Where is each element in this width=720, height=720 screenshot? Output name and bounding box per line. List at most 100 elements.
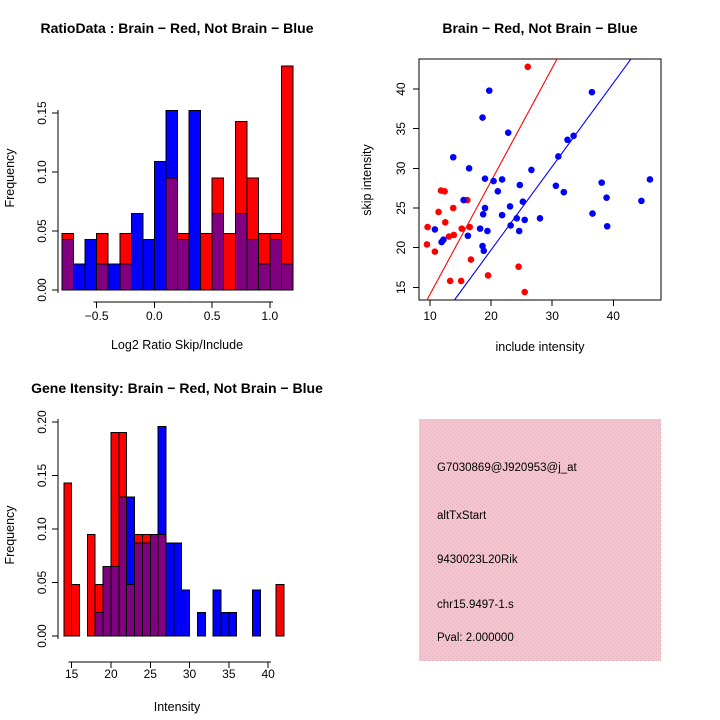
- info-probe-id: G7030869@J920953@j_at: [437, 462, 578, 474]
- hist-bar-red: [275, 584, 285, 637]
- scatter-point-blue: [440, 236, 447, 244]
- hist-bar-overlap: [157, 533, 167, 637]
- x-tick-label: 15: [65, 667, 79, 681]
- scatter-point-red: [484, 272, 492, 279]
- scatter-point-red: [458, 225, 466, 232]
- gene-hist-plot-area: 15 20 25 30 35 40 0.00 0.05 0.10 0.15 0.20: [35, 410, 285, 681]
- scatter-point-blue: [494, 188, 502, 195]
- hist-bar-blue: [173, 542, 183, 637]
- x-tick-label: 20: [104, 667, 118, 681]
- x-tick-label: 0.0: [146, 309, 163, 323]
- hist-bar-blue: [251, 589, 261, 637]
- hist-bar-overlap: [96, 263, 109, 291]
- scatter-point-blue: [564, 136, 571, 144]
- scatter-xlabel: include intensity: [496, 340, 586, 354]
- scatter-point-blue: [519, 198, 527, 205]
- info-chromosome-location: chr15.9497-1.s: [437, 599, 514, 611]
- hist-bar-red: [280, 65, 294, 291]
- ratio-hist-xlabel: Log2 Ratio Skip/Include: [111, 338, 243, 352]
- hist-bar-blue: [153, 160, 167, 291]
- scatter-point-red: [423, 241, 431, 248]
- hist-bar-blue: [130, 212, 144, 291]
- scatter-point-red: [467, 256, 475, 263]
- scatter-point-red: [446, 277, 454, 285]
- gene-hist-title: Gene Itensity: Brain − Red, Not Brain − …: [31, 380, 323, 396]
- x-tick-label: 20: [484, 309, 498, 323]
- scatter-point-blue: [570, 132, 577, 140]
- hist-bar-blue: [165, 542, 175, 637]
- scatter-point-blue: [484, 227, 491, 235]
- info-event-type: altTxStart: [437, 510, 487, 522]
- scatter-point-red: [449, 204, 457, 212]
- x-tick-label: 40: [261, 667, 275, 681]
- scatter-point-blue: [528, 166, 535, 174]
- gene-hist-xlabel: Intensity: [154, 700, 201, 714]
- scatter-point-blue: [498, 176, 506, 183]
- scatter-point-blue: [646, 176, 654, 183]
- hist-bar-overlap: [234, 212, 248, 291]
- ratio-hist-ylabel: Frequency: [3, 148, 17, 208]
- scatter-point-blue: [560, 188, 568, 196]
- scatter-point-blue: [449, 153, 457, 161]
- hist-bar-overlap: [211, 212, 225, 291]
- scatter-point-blue: [504, 129, 512, 136]
- scatter-title: Brain − Red, Not Brain − Blue: [442, 20, 637, 36]
- scatter-point-blue: [603, 194, 610, 201]
- info-pval: Pval: 2.000000: [437, 632, 514, 644]
- scatter-point-red: [441, 218, 449, 226]
- scatter-point-red: [424, 223, 431, 231]
- x-tick-label: 10: [423, 309, 437, 323]
- scatter-point-blue: [515, 227, 523, 235]
- gene-hist-ylabel: Frequency: [3, 505, 17, 565]
- scatter-point-blue: [465, 165, 473, 172]
- x-tick-label: −0.5: [85, 309, 109, 323]
- hist-bar-blue: [196, 611, 206, 637]
- hist-bar-overlap: [177, 238, 190, 291]
- scatter-point-blue: [479, 114, 486, 121]
- hist-bar-overlap: [141, 542, 151, 637]
- y-tick-label: 0.00: [35, 278, 49, 302]
- scatter-point-blue: [431, 226, 439, 233]
- y-tick-label: 0.20: [35, 410, 49, 434]
- panel-ratio-histogram: RatioData : Brain − Red, Not Brain − Blu…: [3, 20, 314, 352]
- hist-bar-red: [86, 533, 96, 637]
- ratio-hist-plot-area: −0.5 0.0 0.5 1.0 0.00 0.05 0.10 0.15: [35, 65, 294, 323]
- scatter-point-red: [466, 223, 474, 231]
- x-tick-label: 1.0: [262, 309, 279, 323]
- hist-bar-overlap: [269, 238, 282, 291]
- hist-bar-blue: [84, 238, 98, 291]
- scatter-plot-area: 10 20 30 40 15 20 25 30 35 40: [394, 58, 662, 323]
- x-tick-label: 40: [607, 309, 621, 323]
- scatter-point-blue: [490, 177, 497, 185]
- hist-bar-overlap: [134, 542, 143, 637]
- hist-bar-red: [71, 584, 81, 637]
- scatter-point-blue: [588, 88, 596, 96]
- scatter-point-blue: [516, 181, 524, 189]
- hist-bar-blue: [212, 589, 222, 637]
- hist-bar-blue: [228, 611, 238, 637]
- scatter-point-blue: [464, 232, 472, 240]
- hist-bar-red: [63, 482, 73, 637]
- scatter-point-blue: [603, 222, 611, 230]
- hist-bar-overlap: [102, 565, 112, 637]
- scatter-point-blue: [513, 215, 521, 222]
- scatter-point-blue: [552, 182, 560, 190]
- plot-box: [418, 58, 662, 301]
- hist-bar-overlap: [165, 177, 178, 291]
- scatter-point-red: [431, 248, 439, 255]
- scatter-point-blue: [521, 216, 529, 224]
- hist-bar-overlap: [118, 496, 128, 637]
- scatter-point-blue: [506, 203, 514, 210]
- scatter-point-blue: [460, 196, 467, 204]
- hist-bar-overlap: [110, 565, 120, 637]
- scatter-point-blue: [536, 215, 544, 222]
- hist-bar-overlap: [119, 263, 132, 291]
- scatter-point-blue: [598, 179, 605, 186]
- y-tick-label: 0.05: [35, 570, 49, 594]
- y-tick-label: 0.10: [35, 160, 49, 184]
- info-panel-background: [419, 419, 661, 661]
- y-tick-label: 0.10: [35, 517, 49, 541]
- hist-bar-blue: [181, 589, 191, 637]
